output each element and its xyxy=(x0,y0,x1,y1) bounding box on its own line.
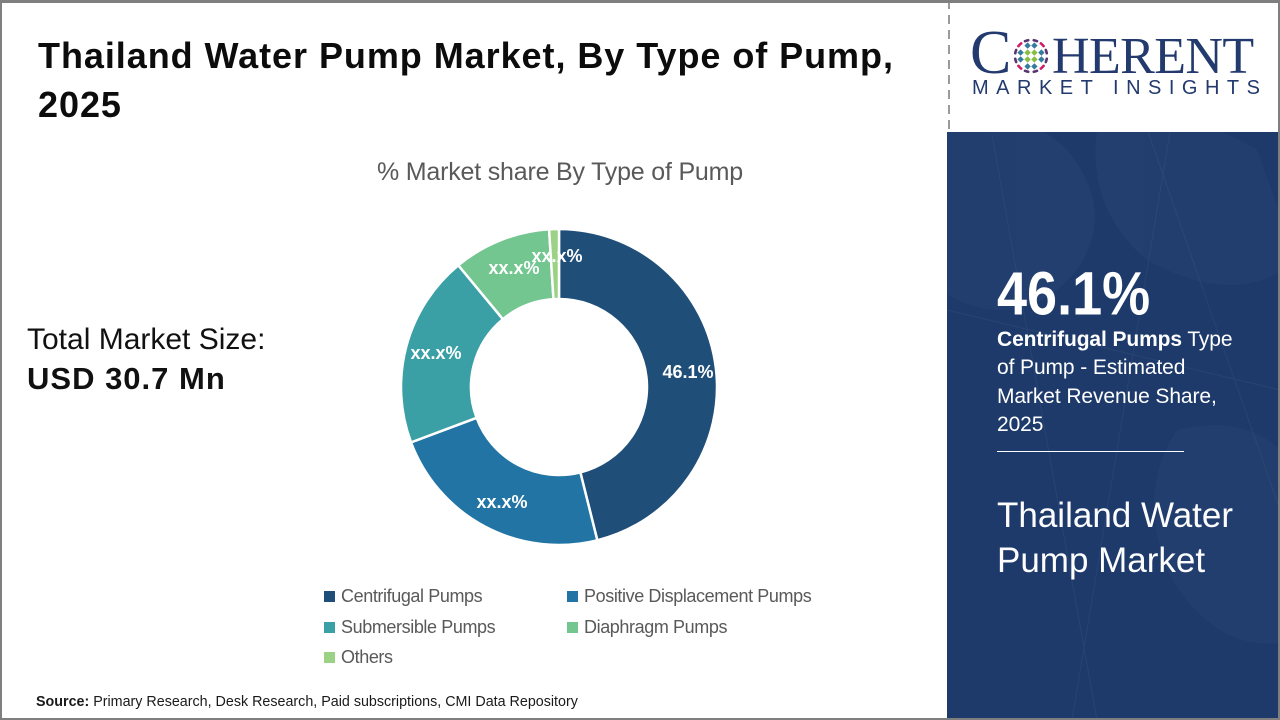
svg-text:xx.x%: xx.x% xyxy=(410,343,461,363)
svg-text:xx.x%: xx.x% xyxy=(476,492,527,512)
svg-text:xx.x%: xx.x% xyxy=(531,246,582,266)
svg-text:xx.x%: xx.x% xyxy=(488,258,539,278)
svg-text:46.1%: 46.1% xyxy=(662,362,713,382)
